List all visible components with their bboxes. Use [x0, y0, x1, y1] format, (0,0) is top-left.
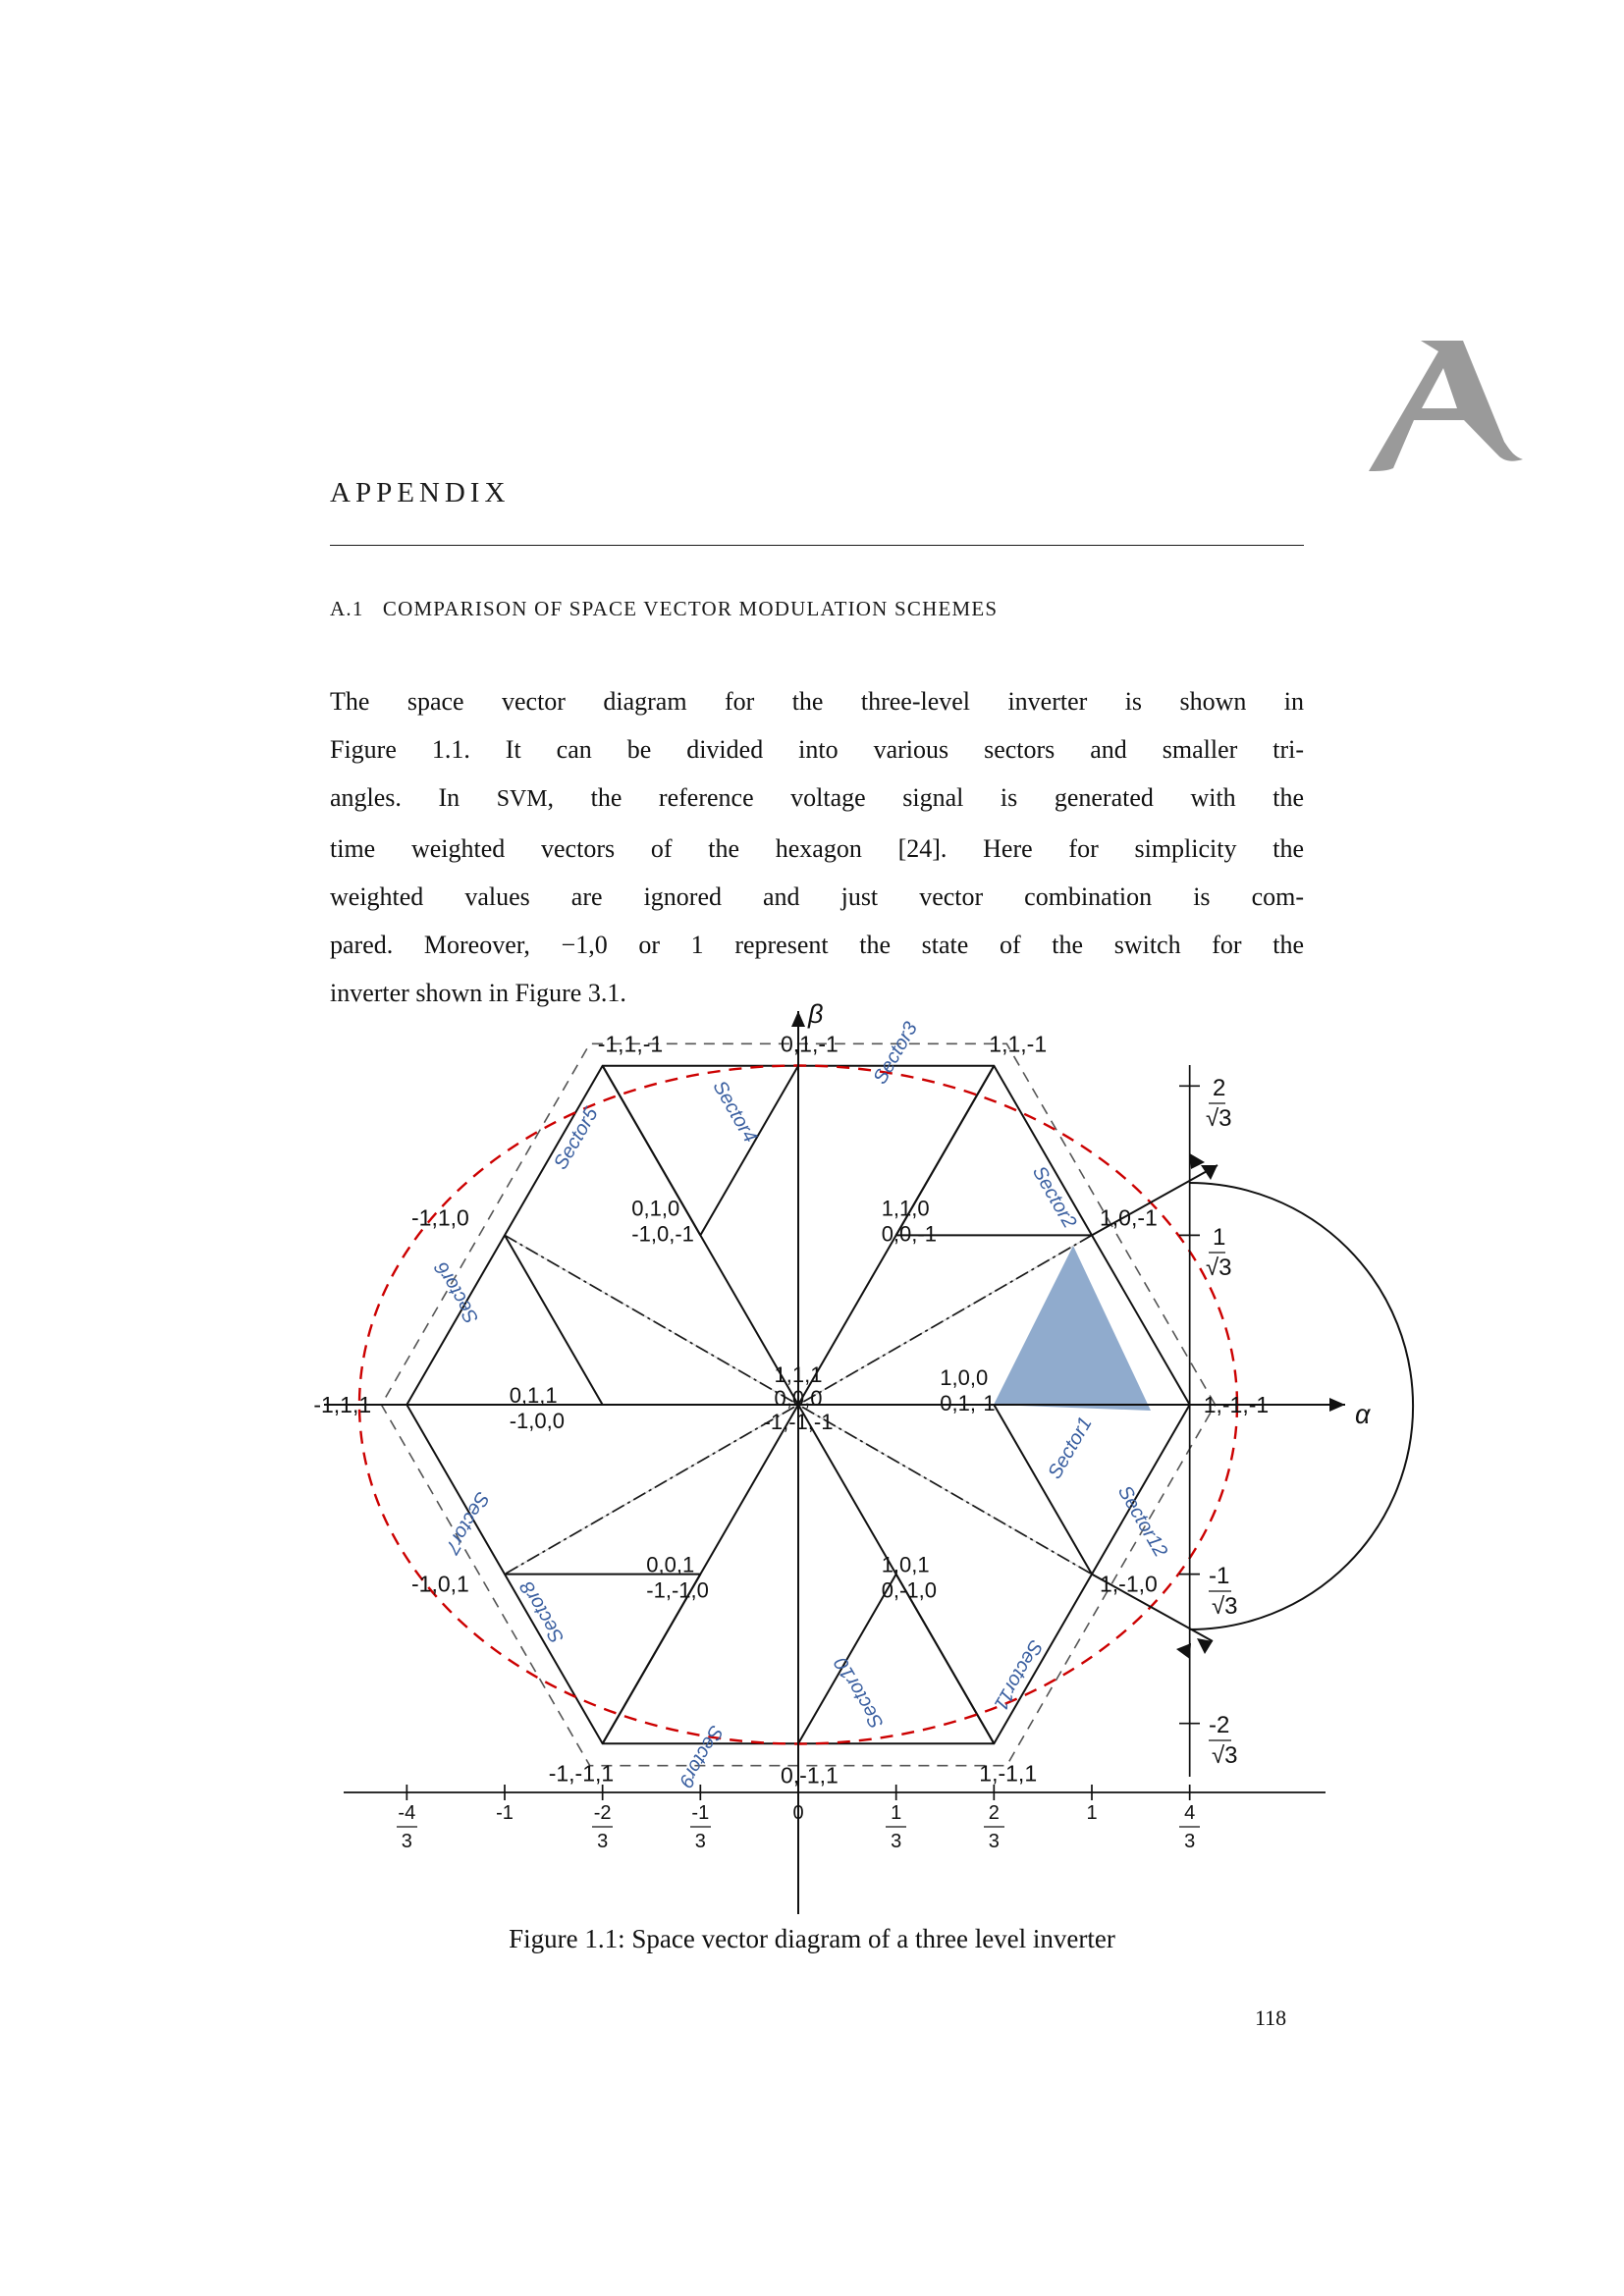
- svg-text:1,1,1: 1,1,1: [775, 1362, 823, 1387]
- svg-text:0,1,-1: 0,1,-1: [781, 1032, 839, 1057]
- svg-text:-1,1,-1: -1,1,-1: [598, 1032, 663, 1057]
- svg-text:1,-1,0: 1,-1,0: [1100, 1572, 1158, 1597]
- svg-text:0,1,0: 0,1,0: [631, 1196, 679, 1220]
- svg-text:-1,0,0: -1,0,0: [510, 1409, 565, 1433]
- svg-text:0,-1,1: 0,-1,1: [781, 1762, 839, 1788]
- svg-text:Sector3: Sector3: [869, 1018, 922, 1088]
- svg-text:1,0,-1: 1,0,-1: [1100, 1204, 1158, 1230]
- svg-text:-1,-1,-1: -1,-1,-1: [764, 1410, 834, 1434]
- svg-text:β: β: [807, 999, 823, 1029]
- svg-text:√3: √3: [1212, 1593, 1238, 1620]
- svg-text:3: 3: [989, 1831, 1000, 1852]
- svg-text:-1: -1: [1209, 1563, 1229, 1589]
- svg-text:-1,-1,0: -1,-1,0: [646, 1578, 709, 1603]
- svg-text:0,1,-1: 0,1,-1: [940, 1391, 995, 1415]
- svg-text:3: 3: [402, 1831, 412, 1852]
- svg-text:-1,1,1: -1,1,1: [313, 1392, 371, 1417]
- svg-text:Sector10: Sector10: [830, 1653, 888, 1732]
- svg-text:1,0,0: 1,0,0: [940, 1365, 988, 1390]
- svg-text:-1,0,-1: -1,0,-1: [631, 1221, 694, 1246]
- svg-text:0,0,0: 0,0,0: [775, 1386, 823, 1411]
- svg-text:-1: -1: [496, 1802, 514, 1824]
- svg-text:√3: √3: [1206, 1105, 1232, 1132]
- svg-text:3: 3: [597, 1831, 608, 1852]
- svg-text:2: 2: [1213, 1075, 1225, 1101]
- svg-text:Sector4: Sector4: [708, 1077, 761, 1147]
- svg-text:1: 1: [1086, 1802, 1097, 1824]
- svg-text:Sector8: Sector8: [516, 1577, 569, 1647]
- svg-text:√3: √3: [1212, 1742, 1238, 1769]
- svg-text:1,0,1: 1,0,1: [882, 1553, 930, 1577]
- svg-text:-4: -4: [398, 1802, 415, 1824]
- svg-text:Sector9: Sector9: [675, 1722, 728, 1791]
- svg-text:1,-1,1: 1,-1,1: [979, 1760, 1037, 1786]
- svg-text:0,0,-1: 0,0,-1: [882, 1221, 937, 1246]
- svg-text:-2: -2: [594, 1802, 612, 1824]
- svg-text:Sector5: Sector5: [550, 1103, 603, 1173]
- svg-text:1: 1: [891, 1802, 901, 1824]
- svg-text:-1,1,0: -1,1,0: [411, 1204, 469, 1230]
- svg-text:3: 3: [695, 1831, 706, 1852]
- svg-text:Sector2: Sector2: [1028, 1162, 1081, 1232]
- svg-text:4: 4: [1184, 1802, 1195, 1824]
- svg-text:0,-1,0: 0,-1,0: [882, 1578, 937, 1603]
- svg-text:-2: -2: [1209, 1712, 1229, 1738]
- svg-text:1,1,0: 1,1,0: [882, 1196, 930, 1220]
- svg-text:0,1,1: 0,1,1: [510, 1383, 558, 1408]
- svg-text:0,0,1: 0,0,1: [646, 1553, 694, 1577]
- svg-text:Sector7: Sector7: [440, 1488, 493, 1558]
- svg-text:α: α: [1355, 1400, 1372, 1429]
- svg-text:√3: √3: [1206, 1255, 1232, 1281]
- svg-text:3: 3: [1184, 1831, 1195, 1852]
- svg-text:0: 0: [792, 1802, 803, 1824]
- svg-text:-1,0,1: -1,0,1: [411, 1572, 469, 1597]
- svg-text:3: 3: [891, 1831, 901, 1852]
- svg-text:1,1,-1: 1,1,-1: [989, 1032, 1047, 1057]
- svg-text:-1,-1,1: -1,-1,1: [549, 1760, 614, 1786]
- svg-text:1,-1,-1: 1,-1,-1: [1204, 1392, 1269, 1417]
- svg-text:-1: -1: [691, 1802, 709, 1824]
- svg-text:1: 1: [1213, 1224, 1225, 1251]
- svg-text:2: 2: [989, 1802, 1000, 1824]
